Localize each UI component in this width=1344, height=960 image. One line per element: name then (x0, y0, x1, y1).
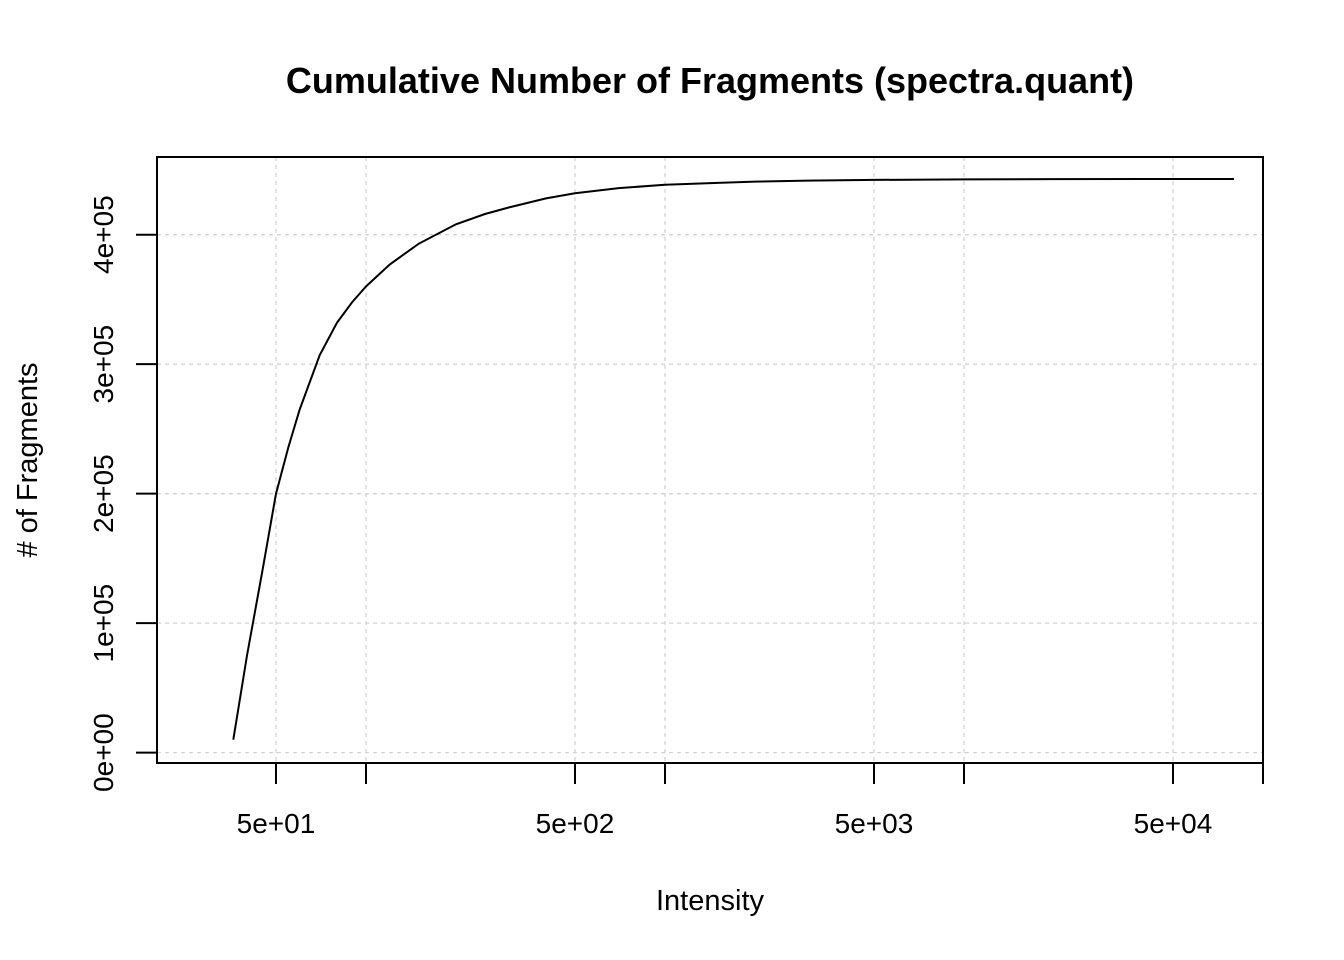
x-tick-label-6: 5e+04 (1134, 808, 1213, 839)
x-axis: 5e+01 5e+02 5e+03 5e+04 (237, 763, 1264, 839)
y-gridlines (157, 234, 1263, 754)
series-group (232, 178, 1234, 740)
y-tick-label-1: 1e+05 (88, 584, 119, 663)
plot-box (156, 156, 1264, 764)
chart-title: Cumulative Number of Fragments (spectra.… (286, 60, 1134, 101)
x-axis-label: Intensity (656, 885, 764, 917)
x-gridlines (275, 157, 1264, 763)
y-axis: 0e+00 1e+05 2e+05 3e+05 4e+05 (88, 195, 157, 792)
series-line-0 (232, 178, 1234, 740)
y-tick-label-2: 2e+05 (88, 454, 119, 533)
x-tick-label-0: 5e+01 (237, 808, 316, 839)
y-tick-label-0: 0e+00 (88, 713, 119, 792)
x-tick-label-2: 5e+02 (536, 808, 615, 839)
y-axis-label: # of Fragments (12, 362, 44, 557)
y-tick-label-3: 3e+05 (88, 325, 119, 404)
x-tick-label-4: 5e+03 (835, 808, 914, 839)
y-tick-label-4: 4e+05 (88, 195, 119, 274)
